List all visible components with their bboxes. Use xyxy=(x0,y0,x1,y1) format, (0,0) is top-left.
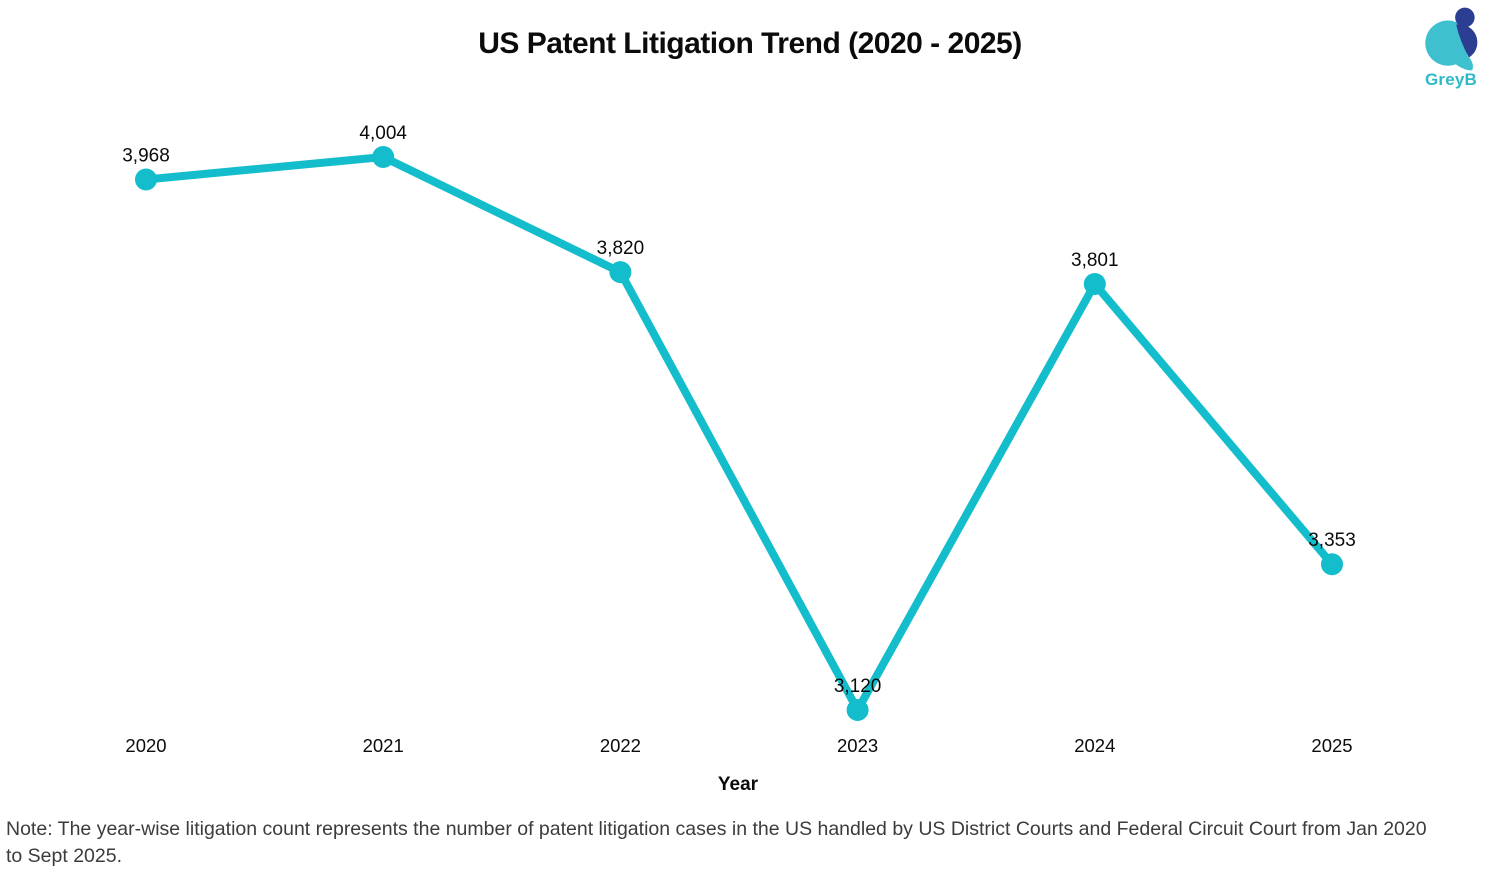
data-label: 3,120 xyxy=(834,676,882,697)
x-tick-label: 2020 xyxy=(125,735,166,756)
data-point-2025 xyxy=(1321,553,1343,576)
x-tick-label: 2023 xyxy=(837,735,878,756)
data-label: 3,353 xyxy=(1308,530,1356,551)
data-label: 3,968 xyxy=(122,146,170,167)
data-point-2023 xyxy=(846,699,869,721)
data-point-2020 xyxy=(135,168,157,191)
data-point-2021 xyxy=(372,146,395,168)
series-layer xyxy=(135,146,1343,721)
greyb-logo-icon xyxy=(1425,7,1478,71)
label-layer: 3,968 2020 4,004 2021 3,820 2022 3,120 2023 3,80… xyxy=(122,123,1356,756)
data-label: 3,801 xyxy=(1071,250,1119,271)
brand-wordmark: GreyB xyxy=(1424,70,1478,89)
trend-line xyxy=(142,153,1336,714)
x-tick-label: 2024 xyxy=(1074,735,1115,756)
data-point-2024 xyxy=(1083,272,1106,295)
x-axis-title: Year xyxy=(718,774,759,795)
data-label: 3,820 xyxy=(597,238,645,259)
data-label: 4,004 xyxy=(359,123,407,144)
footnote: Note: The year-wise litigation count rep… xyxy=(6,818,1427,867)
greyb-logo: GreyB xyxy=(1410,4,1492,90)
chart-title: US Patent Litigation Trend (2020 - 2025) xyxy=(478,27,1022,60)
line-chart: 3,968 2020 4,004 2021 3,820 2022 3,120 2023 3,80… xyxy=(122,123,1356,795)
x-tick-label: 2025 xyxy=(1311,735,1352,756)
data-point-2022 xyxy=(609,261,632,284)
x-tick-label: 2021 xyxy=(363,735,404,756)
x-tick-label: 2022 xyxy=(600,735,641,756)
